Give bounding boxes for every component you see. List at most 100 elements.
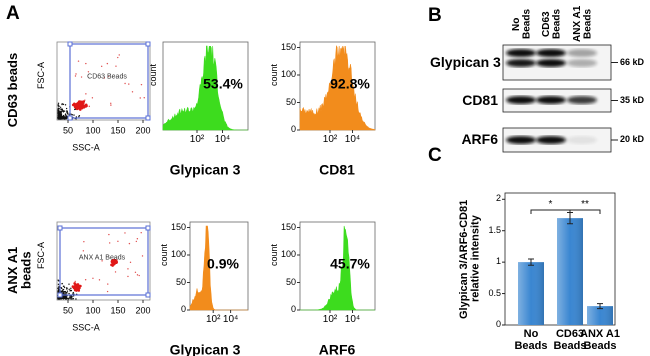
event-dot bbox=[64, 290, 67, 293]
y-axis-label: Glypican 3/ARF6-CD81 relative intensity bbox=[458, 199, 482, 319]
lane-label: CD63 Beads bbox=[541, 9, 563, 40]
event-dot bbox=[65, 291, 68, 294]
gate-handle bbox=[145, 41, 151, 47]
size-label: 20 kD bbox=[620, 134, 645, 144]
event-dot bbox=[57, 298, 59, 300]
event-dot bbox=[60, 114, 63, 116]
percent-label: 45.7% bbox=[330, 255, 370, 272]
x-axis-label: SSC-A bbox=[72, 142, 100, 153]
y-tick-label: 0.5 bbox=[488, 287, 501, 298]
gated-dot bbox=[124, 82, 126, 85]
event-dot bbox=[59, 115, 62, 117]
gated-dot bbox=[143, 97, 145, 99]
y-tick-label: 1 bbox=[495, 256, 501, 267]
x-tick-label: 10⁴ bbox=[222, 313, 239, 325]
x-tick-label: 10² bbox=[322, 133, 338, 145]
lane-label: ANX A1 Beads bbox=[572, 5, 594, 43]
gated-dot bbox=[112, 261, 115, 265]
gated-dot bbox=[82, 250, 85, 252]
x-tick-label: CD63 Beads bbox=[553, 328, 587, 352]
bar-shade bbox=[557, 218, 583, 325]
histogram-area bbox=[189, 225, 248, 311]
gated-dot bbox=[74, 280, 76, 283]
event-dot bbox=[61, 103, 63, 106]
event-dot bbox=[60, 112, 63, 114]
percent-label: 53.4% bbox=[203, 75, 243, 92]
y-tick-label: 100 bbox=[280, 249, 296, 259]
y-tick-label: 2 bbox=[495, 193, 501, 204]
x-tick-label: ANX A1 Beads bbox=[580, 328, 620, 352]
event-dot bbox=[57, 107, 60, 110]
event-dot bbox=[66, 290, 69, 292]
y-tick-label: 50 bbox=[175, 276, 186, 287]
event-dot bbox=[72, 291, 75, 294]
x-tick-label: 10⁴ bbox=[344, 133, 361, 145]
event-dot bbox=[62, 288, 65, 291]
gated-dot bbox=[81, 102, 85, 105]
event-dot bbox=[70, 298, 72, 300]
gated-dot bbox=[84, 104, 87, 107]
marker-label: CD81 bbox=[319, 161, 355, 178]
event-dot bbox=[57, 283, 60, 286]
histogram-area bbox=[300, 225, 375, 311]
event-dot bbox=[63, 297, 65, 300]
event-dot bbox=[66, 110, 69, 113]
event-dot bbox=[62, 285, 65, 288]
gated-dot bbox=[108, 242, 111, 244]
gated-dot bbox=[128, 83, 130, 85]
gated-dot bbox=[74, 287, 78, 290]
lane-label: No Beads bbox=[511, 9, 533, 40]
marker-label: Glypican 3 bbox=[169, 341, 241, 356]
gated-dot bbox=[84, 99, 86, 101]
gated-dot bbox=[136, 238, 139, 240]
gated-dot bbox=[140, 83, 143, 86]
band bbox=[567, 59, 597, 67]
gate-label: ANX A1 Beads bbox=[78, 253, 126, 261]
gate-handle bbox=[57, 292, 63, 298]
event-dot bbox=[66, 112, 69, 114]
event-dot bbox=[69, 289, 72, 291]
error-bar bbox=[528, 258, 534, 266]
y-tick-label: 0 bbox=[290, 124, 296, 134]
gated-dot bbox=[138, 274, 140, 277]
event-dot bbox=[57, 104, 59, 106]
histogram-area bbox=[162, 45, 248, 131]
gated-dot bbox=[74, 103, 78, 107]
significance-bracket bbox=[569, 209, 601, 214]
gated-dot bbox=[136, 274, 139, 276]
gated-dot bbox=[129, 261, 132, 264]
event-dot bbox=[70, 287, 72, 290]
y-tick-label: 1.5 bbox=[488, 224, 501, 235]
x-tick-label: 50 bbox=[62, 305, 74, 316]
protein-label: Glypican 3 bbox=[430, 53, 501, 70]
gated-dot bbox=[117, 56, 119, 59]
event-dot bbox=[62, 116, 64, 119]
event-dot bbox=[63, 286, 66, 289]
event-dot bbox=[64, 118, 67, 120]
event-dot bbox=[62, 103, 65, 106]
y-axis-label: FSC-A bbox=[36, 242, 46, 269]
gated-dot bbox=[91, 97, 94, 99]
event-dot bbox=[68, 283, 70, 285]
panel-label: A bbox=[6, 3, 20, 24]
gated-dot bbox=[78, 101, 82, 105]
band bbox=[567, 136, 597, 144]
x-tick-label: 150 bbox=[110, 305, 126, 316]
event-dot bbox=[57, 109, 59, 111]
x-tick-label: 100 bbox=[85, 125, 101, 136]
gated-dot bbox=[84, 279, 87, 281]
gated-dot bbox=[115, 65, 117, 67]
gated-dot bbox=[139, 97, 141, 99]
event-dot bbox=[68, 288, 70, 291]
x-tick-label: 10⁴ bbox=[214, 133, 231, 145]
band bbox=[536, 59, 566, 67]
gated-dot bbox=[114, 260, 118, 263]
event-dot bbox=[62, 115, 64, 117]
event-dot bbox=[70, 295, 73, 297]
gated-dot bbox=[140, 232, 142, 234]
gate bbox=[59, 227, 149, 296]
gate-label: CD63 Beads bbox=[87, 73, 127, 81]
x-tick-label: 50 bbox=[62, 125, 74, 136]
significance-label: ** bbox=[581, 198, 589, 210]
event-dot bbox=[58, 280, 60, 282]
